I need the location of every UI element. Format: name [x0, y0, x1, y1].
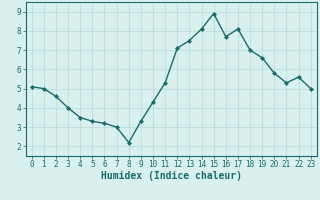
X-axis label: Humidex (Indice chaleur): Humidex (Indice chaleur) — [101, 171, 242, 181]
